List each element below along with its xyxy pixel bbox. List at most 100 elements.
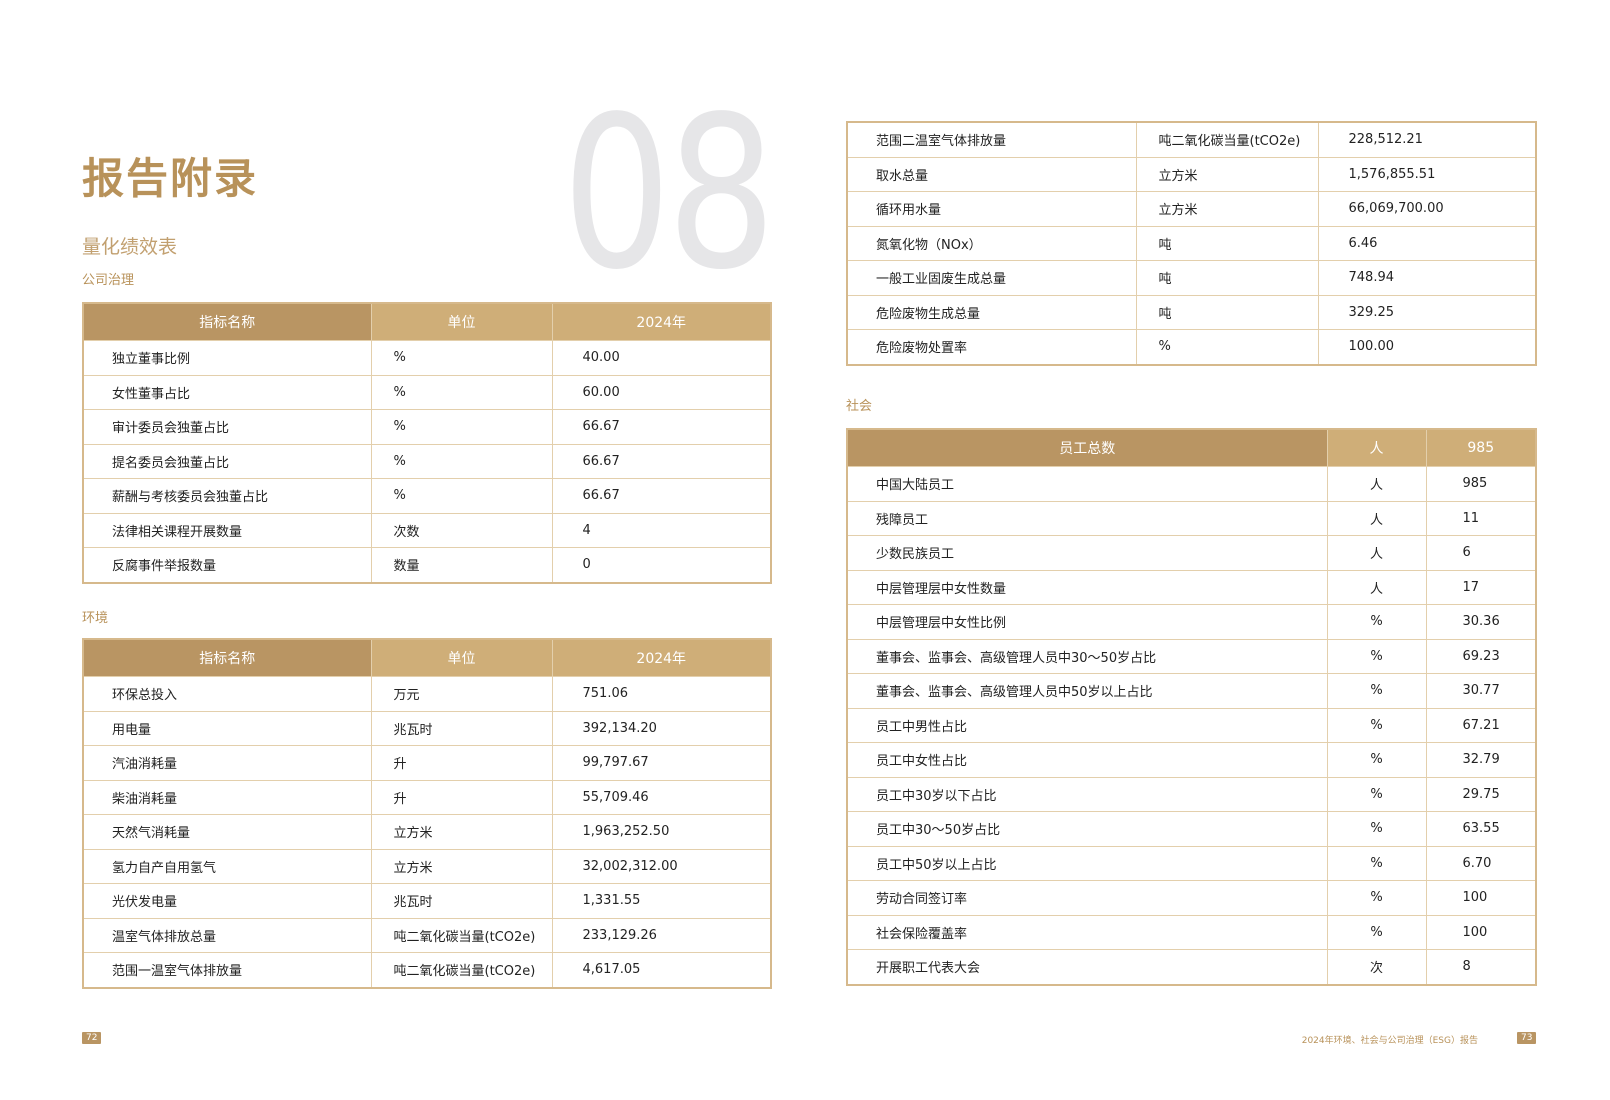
indicator-name: 劳动合同签订率 [846, 880, 1328, 916]
table-row: 中层管理层中女性比例% 30.36 [846, 604, 1537, 640]
value: 40.00 [551, 340, 772, 376]
unit: 立方米 [1135, 156, 1319, 192]
value: 985 [1425, 466, 1537, 502]
unit: % [1326, 880, 1427, 916]
indicator-name: 开展职工代表大会 [846, 949, 1328, 985]
column-header: 2024年 [551, 302, 772, 341]
value: 1,576,855.51 [1317, 156, 1537, 192]
unit: 立方米 [1135, 191, 1319, 227]
section-social: 社会 [846, 399, 873, 414]
indicator-name: 董事会、监事会、高级管理人员中50岁以上占比 [846, 673, 1328, 709]
table-row: 天然气消耗量 立方米 1,963,252.50 [82, 814, 772, 850]
column-header: 指标名称 [82, 638, 372, 677]
table-row: 开展职工代表大会次 8 [846, 949, 1537, 985]
unit: % [370, 340, 553, 376]
table-row: 取水总量 立方米 1,576,855.51 [846, 156, 1537, 192]
social-table: 员工总数人 985 中国大陆员工人 985 残障员工人 11 少数民族员工人 6 中层管理层中女… [846, 428, 1537, 986]
value: 30.36 [1425, 604, 1537, 640]
unit: % [370, 409, 553, 445]
table-row: 员工中50岁以上占比% 6.70 [846, 845, 1537, 881]
indicator-name: 温室气体排放总量 [82, 917, 372, 953]
unit: 兆瓦时 [370, 710, 553, 746]
indicator-name: 环保总投入 [82, 676, 372, 712]
indicator-name: 范围一温室气体排放量 [82, 952, 372, 988]
table-row: 员工中30岁以下占比% 29.75 [846, 776, 1537, 812]
unit: 万元 [370, 676, 553, 712]
indicator-name: 天然气消耗量 [82, 814, 372, 850]
unit: 吨二氧化碳当量(tCO2e) [370, 917, 553, 953]
indicator-name: 员工中30岁以下占比 [846, 776, 1328, 812]
table-row: 用电量 兆瓦时 392,134.20 [82, 710, 772, 746]
table-row: 中国大陆员工人 985 [846, 466, 1537, 502]
value: 100 [1425, 914, 1537, 950]
indicator-name: 员工中50岁以上占比 [846, 845, 1328, 881]
table-row: 少数民族员工人 6 [846, 535, 1537, 571]
unit: % [1326, 604, 1427, 640]
indicator-name: 危险废物生成总量 [846, 294, 1137, 330]
chapter-number: 08 [562, 71, 776, 316]
indicator-name: 氢力自产自用氢气 [82, 848, 372, 884]
value: 6.46 [1317, 225, 1537, 261]
column-header: 指标名称 [82, 302, 372, 341]
column-header: 员工总数 [846, 428, 1328, 467]
indicator-name: 社会保险覆盖率 [846, 914, 1328, 950]
table-row: 员工中女性占比% 32.79 [846, 742, 1537, 778]
value: 66.67 [551, 443, 772, 479]
table-row: 董事会、监事会、高级管理人员中50岁以上占比% 30.77 [846, 673, 1537, 709]
table-row: 员工中男性占比% 67.21 [846, 707, 1537, 743]
value: 0 [551, 547, 772, 583]
unit: % [1326, 638, 1427, 674]
column-header: 2024年 [551, 638, 772, 677]
value: 100.00 [1317, 329, 1537, 365]
indicator-name: 薪酬与考核委员会独董占比 [82, 478, 372, 514]
unit: 吨二氧化碳当量(tCO2e) [1135, 121, 1319, 158]
governance-table: 指标名称 单位 2024年 独立董事比例% 40.00 女性董事占比% 60.00 审计委员会… [82, 302, 772, 584]
value: 60.00 [551, 374, 772, 410]
table-row: 循环用水量 立方米 66,069,700.00 [846, 191, 1537, 227]
value: 32,002,312.00 [551, 848, 772, 884]
table-row: 法律相关课程开展数量 次数 4 [82, 512, 772, 548]
indicator-name: 中国大陆员工 [846, 466, 1328, 502]
indicator-name: 柴油消耗量 [82, 779, 372, 815]
value: 1,331.55 [551, 883, 772, 919]
indicator-name: 危险废物处置率 [846, 329, 1137, 365]
unit: 吨 [1135, 260, 1319, 296]
value: 55,709.46 [551, 779, 772, 815]
value: 4 [551, 512, 772, 548]
unit: 升 [370, 745, 553, 781]
value: 100 [1425, 880, 1537, 916]
table-row: 社会保险覆盖率% 100 [846, 914, 1537, 950]
indicator-name: 董事会、监事会、高级管理人员中30～50岁占比 [846, 638, 1328, 674]
value: 4,617.05 [551, 952, 772, 988]
section-environment: 环境 [82, 611, 109, 626]
table-row: 光伏发电量 兆瓦时 1,331.55 [82, 883, 772, 919]
table-row: 温室气体排放总量 吨二氧化碳当量(tCO2e) 233,129.26 [82, 917, 772, 953]
unit: 数量 [370, 547, 553, 583]
table-row: 一般工业固废生成总量吨 748.94 [846, 260, 1537, 296]
value: 8 [1425, 949, 1537, 985]
table-header-row: 指标名称 单位 2024年 [82, 302, 772, 341]
indicator-name: 员工中男性占比 [846, 707, 1328, 743]
unit: % [370, 443, 553, 479]
table-row: 残障员工人 11 [846, 500, 1537, 536]
unit: 吨 [1135, 225, 1319, 261]
indicator-name: 范围二温室气体排放量 [846, 121, 1137, 158]
footer-report-name: 2024年环境、社会与公司治理（ESG）报告 [1301, 1036, 1478, 1046]
value: 11 [1425, 500, 1537, 536]
table-row: 女性董事占比% 60.00 [82, 374, 772, 410]
table-row: 薪酬与考核委员会独董占比% 66.67 [82, 478, 772, 514]
indicator-name: 反腐事件举报数量 [82, 547, 372, 583]
value: 6.70 [1425, 845, 1537, 881]
table-row: 柴油消耗量升 55,709.46 [82, 779, 772, 815]
indicator-name: 员工中女性占比 [846, 742, 1328, 778]
unit: % [1326, 673, 1427, 709]
indicator-name: 用电量 [82, 710, 372, 746]
indicator-name: 一般工业固废生成总量 [846, 260, 1137, 296]
value: 30.77 [1425, 673, 1537, 709]
table-row: 独立董事比例% 40.00 [82, 340, 772, 376]
indicator-name: 光伏发电量 [82, 883, 372, 919]
column-header: 985 [1425, 428, 1537, 467]
unit: 人 [1326, 569, 1427, 605]
indicator-name: 中层管理层中女性比例 [846, 604, 1328, 640]
unit: 人 [1326, 535, 1427, 571]
